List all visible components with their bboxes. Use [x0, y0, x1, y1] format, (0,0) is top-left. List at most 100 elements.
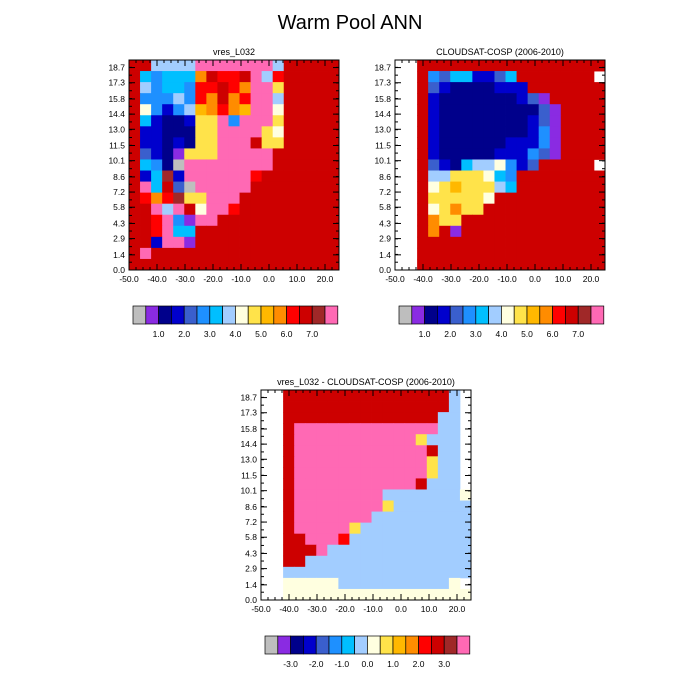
- heatmap-cell: [593, 104, 606, 116]
- heatmap-cell: [239, 181, 251, 194]
- heatmap-cell: [516, 126, 529, 138]
- heatmap-cell: [582, 247, 595, 260]
- heatmap-cell: [582, 214, 595, 227]
- heatmap-cell: [305, 522, 317, 535]
- heatmap-cell: [426, 401, 439, 413]
- y-tick-label: 0.0: [379, 265, 391, 275]
- panel-2: CLOUDSAT-COSP (2006-2010) -50.0 -40.0 -30.0…: [374, 47, 606, 339]
- heatmap-cell: [461, 60, 473, 72]
- heatmap-cell: [461, 247, 473, 260]
- heatmap-cell: [338, 489, 350, 501]
- heatmap-cell: [217, 60, 229, 72]
- heatmap-cell: [250, 203, 263, 216]
- heatmap-cell: [327, 566, 339, 579]
- heatmap-cell: [349, 390, 361, 402]
- heatmap-cell: [294, 500, 306, 512]
- heatmap-cell: [494, 60, 506, 72]
- heatmap-cell: [560, 82, 573, 94]
- heatmap-cell: [472, 258, 484, 271]
- heatmap-cell: [140, 159, 152, 171]
- heatmap-cell: [140, 137, 152, 149]
- heatmap-cell: [129, 126, 141, 138]
- heatmap-cell: [571, 159, 584, 171]
- heatmap-cell: [360, 566, 372, 579]
- heatmap-cell: [360, 434, 372, 446]
- heatmap-cell: [417, 236, 429, 249]
- heatmap-cell: [404, 467, 417, 479]
- heatmap-cell: [250, 115, 263, 127]
- heatmap-cell: [516, 82, 529, 94]
- heatmap-cell: [272, 192, 285, 205]
- heatmap-cell: [549, 203, 562, 216]
- heatmap-cell: [184, 170, 196, 182]
- heatmap-cell: [162, 115, 174, 127]
- x-tick-label: -30.0: [441, 274, 461, 284]
- heatmap-cell: [349, 467, 361, 479]
- heatmap-cell: [450, 225, 462, 238]
- y-tick-label: 11.5: [109, 141, 125, 151]
- heatmap-cell: [415, 522, 428, 535]
- heatmap-cell: [294, 445, 306, 457]
- heatmap-cell: [404, 423, 417, 435]
- heatmap-cell: [404, 511, 417, 524]
- heatmap-cell: [415, 500, 428, 512]
- heatmap-cell: [206, 148, 218, 160]
- heatmap-cell: [316, 82, 329, 94]
- heatmap-cell: [228, 104, 240, 116]
- y-tick-label: 4.3: [379, 218, 391, 228]
- heatmap-cell: [228, 214, 240, 227]
- heatmap-cell: [417, 126, 429, 138]
- heatmap-cell: [505, 71, 517, 83]
- colorbar-swatch: [286, 305, 300, 325]
- heatmap-cell: [382, 577, 395, 590]
- heatmap-cell: [250, 137, 263, 149]
- heatmap-cell: [250, 247, 263, 260]
- heatmap-cell: [173, 214, 185, 227]
- heatmap-cell: [593, 126, 606, 138]
- heatmap-cell: [349, 489, 361, 501]
- heatmap-cell: [294, 456, 306, 468]
- colorbar: -3.0 -2.0 -1.0 0.0 1.0 2.0 3.0: [264, 635, 471, 669]
- heatmap-cell: [327, 71, 340, 83]
- heatmap-cell: [417, 192, 429, 205]
- heatmap-cell: [428, 258, 440, 271]
- heatmap-cell: [538, 236, 551, 249]
- heatmap-cell: [283, 104, 296, 116]
- heatmap-cell: [527, 192, 540, 205]
- heatmap-cell: [415, 533, 428, 546]
- heatmap-cell: [448, 566, 461, 579]
- heatmap-cell: [305, 390, 317, 402]
- colorbar-swatch: [367, 635, 381, 655]
- heatmap-cell: [316, 412, 328, 424]
- heatmap-cell: [173, 236, 185, 249]
- heatmap-cell: [173, 181, 185, 194]
- heatmap-cell: [494, 148, 506, 160]
- heatmap-cell: [560, 159, 573, 171]
- heatmap-cell: [305, 93, 318, 105]
- heatmap-cell: [272, 225, 285, 238]
- heatmap-cell: [217, 126, 229, 138]
- heatmap-cell: [283, 555, 295, 568]
- heatmap-cell: [129, 115, 141, 127]
- heatmap-cell: [450, 137, 462, 149]
- heatmap-cell: [151, 82, 163, 94]
- heatmap-cell: [283, 126, 296, 138]
- colorbar-label: 3.0: [470, 329, 482, 339]
- x-tick-label: -20.0: [469, 274, 489, 284]
- heatmap-cell: [305, 137, 318, 149]
- heatmap-cell: [371, 511, 383, 524]
- heatmap-cell: [228, 203, 240, 216]
- heatmap-cell: [129, 170, 141, 182]
- heatmap-cell: [327, 214, 340, 227]
- colorbar-label: 4.0: [495, 329, 507, 339]
- heatmap-cell: [129, 71, 141, 83]
- heatmap-cell: [250, 159, 263, 171]
- heatmap-cell: [415, 456, 428, 468]
- heatmap-cell: [560, 60, 573, 72]
- heatmap-cell: [294, 412, 306, 424]
- heatmap-cell: [294, 82, 307, 94]
- heatmap-cell: [593, 192, 606, 205]
- heatmap-cell: [439, 159, 451, 171]
- heatmap-cell: [439, 137, 451, 149]
- heatmap-cell: [316, 126, 329, 138]
